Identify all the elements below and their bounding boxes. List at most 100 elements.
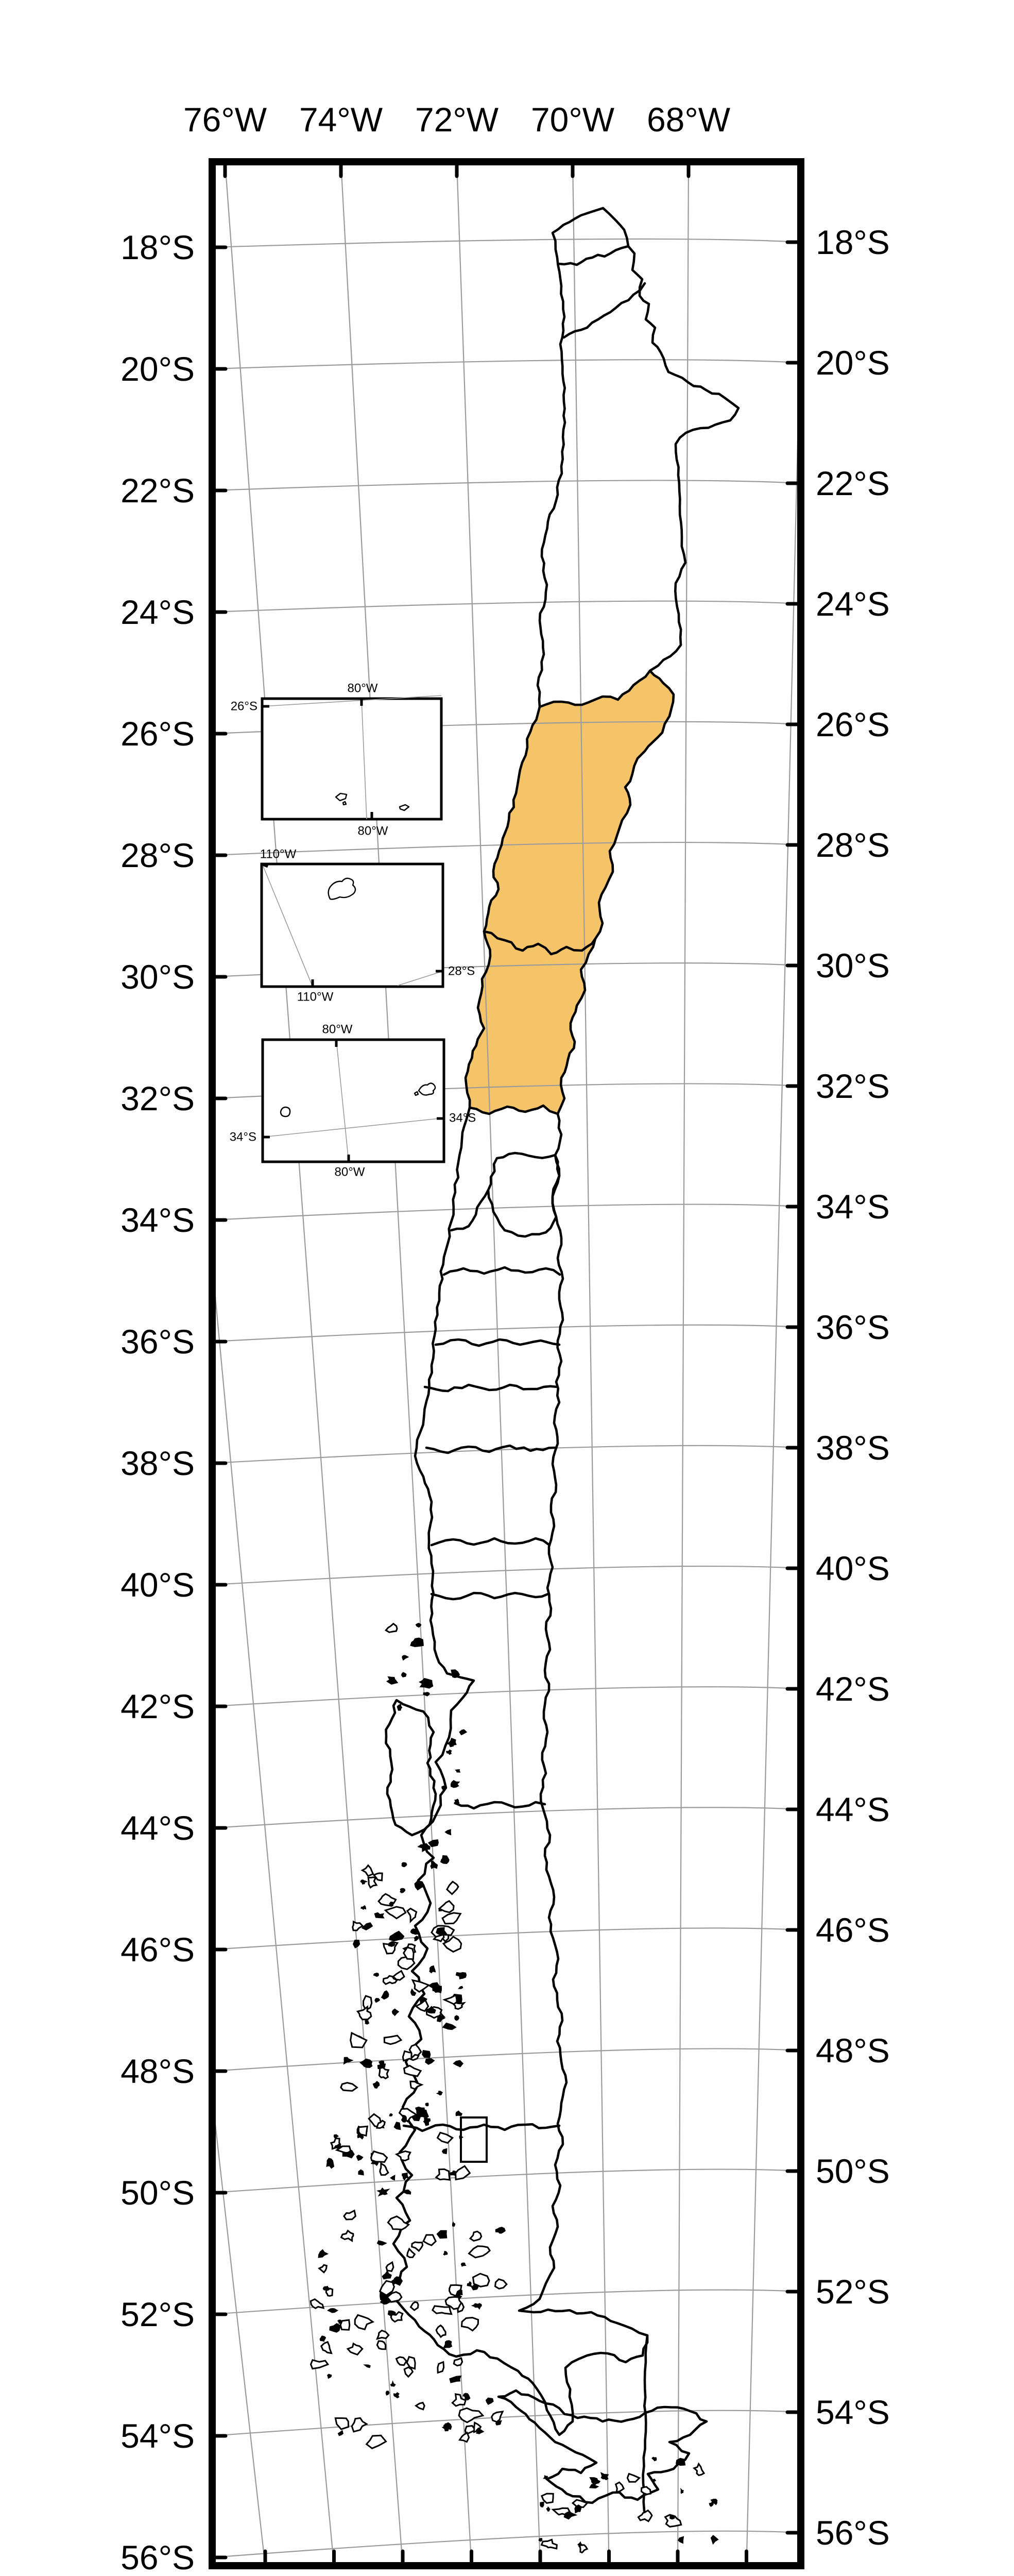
islet [395,2356,408,2366]
inset-island [399,804,410,811]
parallel-line [212,600,801,613]
islet [578,2544,589,2554]
islet [677,2536,684,2544]
region-border [454,1801,546,1810]
islet [452,2002,467,2010]
islet [485,2397,494,2405]
islet [441,1785,447,1791]
axis-label-right: 20°S [816,344,890,382]
islet [385,2261,394,2272]
islet [409,2080,424,2090]
islet [401,1862,407,1868]
islet [574,2504,582,2514]
islet [710,2535,719,2545]
islet [640,2486,651,2495]
islet [346,2342,364,2356]
meridian-line [224,162,404,2566]
region-border [425,1444,557,1454]
islet [669,2514,675,2520]
inset-gridline [397,971,443,986]
axis-label-right: 38°S [816,1429,890,1467]
islet [343,2057,354,2065]
axis-label-left: 42°S [121,1687,195,1725]
axis-labels: 76°W74°W72°W70°W68°W80°W76°W72°W68°W64°W… [121,100,890,2576]
chiloe-island-outline [385,1699,437,1837]
axis-label-right: 44°S [816,1790,890,1828]
axis-label-right: 54°S [816,2393,890,2431]
islet [394,2150,411,2162]
islet [626,2472,641,2483]
islet [563,2511,578,2520]
land-fills [386,208,738,2503]
islet [329,2323,341,2333]
islet [680,2487,684,2494]
axis-label-top: 72°W [415,100,499,139]
parallel-line [212,359,801,370]
islet [398,2108,418,2123]
islet [388,1941,396,1947]
islet [397,1703,403,1711]
islet [425,2103,429,2107]
axis-label-right: 26°S [816,705,890,743]
islet [449,2375,462,2383]
islet [443,2250,448,2256]
inset-maps: 80°W 80°W 26°S 110°W 110°W 28°S 80°W 80°W 34°S 34… [230,681,476,1179]
axis-label-right: 48°S [816,2031,890,2070]
islet [540,2501,544,2507]
islet [370,2150,388,2163]
inset-box-desventuradas [261,697,443,821]
islet [540,2538,558,2550]
islet [310,2359,330,2370]
islet [360,1905,367,1910]
axis-label-left: 40°S [121,1566,195,1604]
islet [409,2301,419,2311]
axis-label-right: 30°S [816,946,890,985]
islet [467,2281,472,2287]
parallel-line [212,2410,801,2437]
islet [378,2066,390,2080]
islet [361,1922,373,1931]
islet [458,1986,463,1989]
islet [444,2296,462,2310]
parallel-line [212,2168,801,2194]
islet [372,1872,383,1882]
islet [372,2080,380,2089]
islet [543,2475,548,2480]
islet [637,2509,653,2522]
islet [356,2155,364,2161]
islet [401,1672,407,1677]
islet [322,2285,330,2291]
islet [445,1880,459,1895]
islet [337,2430,343,2436]
islet [386,1676,399,1685]
islet [402,1655,409,1661]
islet [441,1912,462,1925]
axis-label-left: 32°S [121,1079,195,1117]
axis-label-right: 56°S [816,2514,890,2552]
islet [360,1879,368,1885]
islet [411,1979,431,1993]
islet [449,2284,462,2297]
islet [318,2264,328,2274]
islet [589,2484,599,2489]
islet [358,2169,364,2176]
islet [390,2311,404,2323]
islet [411,2113,421,2122]
islet [422,2234,437,2246]
islet [367,1876,378,1889]
islet [370,2159,379,2166]
islet [494,2278,508,2290]
axis-label-right: 32°S [816,1067,890,1105]
axis-label-right: 36°S [816,1308,890,1346]
inset-label-right: 34°S [449,1111,476,1125]
islet [433,1985,442,1993]
islet [495,2227,506,2234]
region-border [423,1383,559,1393]
islet [491,2411,504,2423]
islet [435,2324,446,2338]
islet [376,2340,387,2350]
axis-label-top: 74°W [299,100,383,139]
inset-gridline [336,1039,349,1162]
region-highlight-atacama [484,671,674,954]
